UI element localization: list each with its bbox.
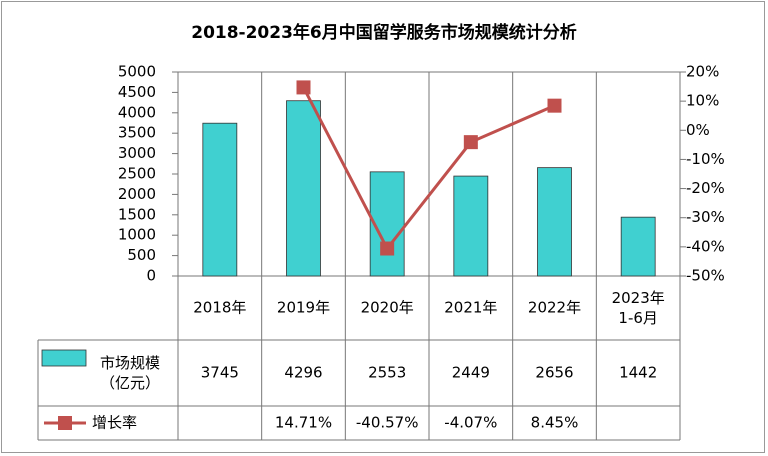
bar: [453, 175, 489, 277]
y2-tick-label: -10%: [686, 150, 725, 168]
y-tick-label: 2000: [118, 185, 156, 203]
bar: [286, 100, 321, 277]
table-value: 4296: [284, 364, 322, 382]
table-value: -40.57%: [356, 414, 419, 432]
table-value: 2553: [368, 364, 406, 382]
y2-tick-label: 10%: [686, 92, 719, 110]
legend-marker: [58, 416, 72, 430]
x-tick-label: 2019年: [277, 299, 330, 317]
legend-label: 市场规模（亿元）: [100, 354, 160, 392]
y2-tick-label: -20%: [686, 179, 725, 197]
chart-title: 2018-2023年6月中国留学服务市场规模统计分析: [191, 22, 577, 43]
y2-tick-label: 20%: [686, 63, 719, 81]
y-tick-label: 500: [127, 246, 156, 264]
line-marker: [463, 135, 478, 150]
bar: [202, 122, 238, 277]
y-tick-label: 5000: [118, 63, 156, 81]
line: [302, 86, 556, 252]
y2-tick-label: 0%: [686, 121, 710, 139]
y-tick-label: 0: [146, 267, 156, 285]
y-tick-label: 3000: [118, 144, 156, 162]
x-tick-label: 2018年: [193, 299, 246, 317]
y-tick-label: 2500: [118, 165, 156, 183]
y-tick-label: 4000: [118, 103, 156, 121]
y-tick-label: 1500: [118, 205, 156, 223]
table-value: -4.07%: [444, 414, 497, 432]
x-tick-label: 2023年 1-6月: [612, 289, 665, 327]
line-marker: [296, 80, 311, 95]
line-marker: [547, 98, 562, 113]
line-marker: [380, 241, 395, 256]
x-tick-label: 2020年: [361, 299, 414, 317]
legend-swatch: [41, 349, 87, 367]
table-value: 14.71%: [275, 414, 332, 432]
table-value: 1442: [619, 364, 657, 382]
y-tick-label: 3500: [118, 124, 156, 142]
y2-tick-label: -50%: [686, 267, 725, 285]
table-value: 3745: [201, 364, 239, 382]
bar: [620, 216, 656, 277]
bar: [537, 167, 572, 277]
y-tick-label: 4500: [118, 83, 156, 101]
y2-tick-label: -30%: [686, 208, 725, 226]
y-tick-label: 1000: [118, 226, 156, 244]
x-tick-label: 2021年: [444, 299, 497, 317]
table-value: 2449: [452, 364, 490, 382]
table-value: 2656: [535, 364, 573, 382]
table-value: 8.45%: [531, 414, 579, 432]
y2-tick-label: -40%: [686, 237, 725, 255]
x-tick-label: 2022年: [528, 299, 581, 317]
legend-label: 增长率: [92, 414, 137, 432]
